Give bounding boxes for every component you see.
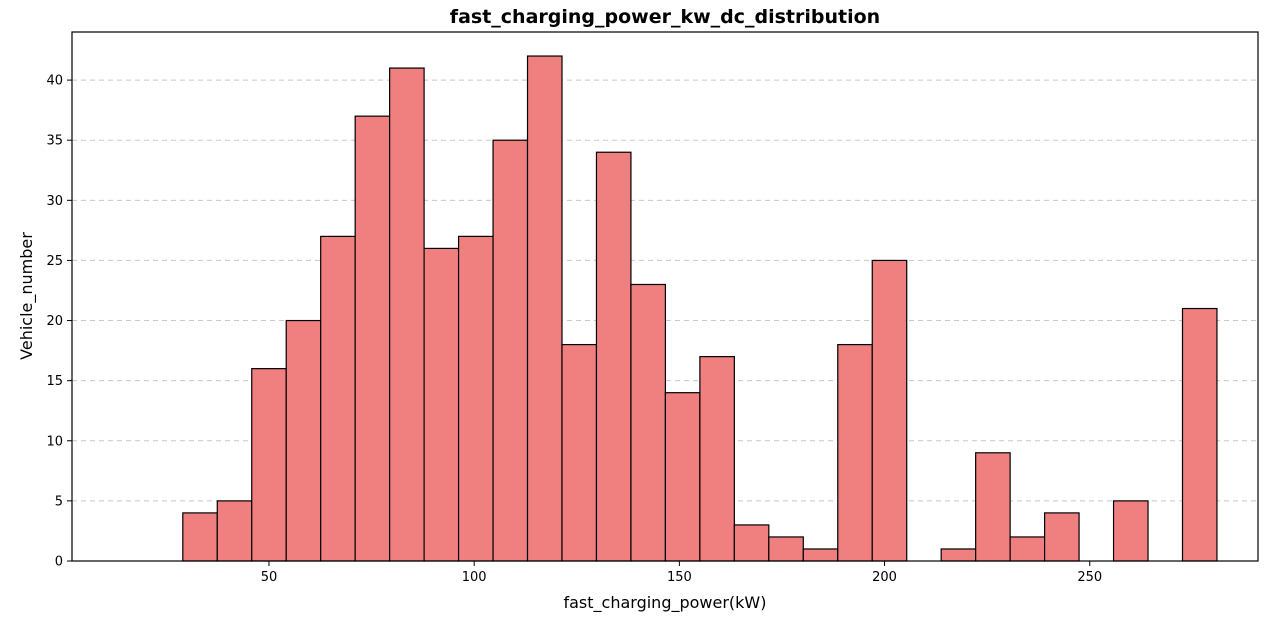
histogram-bar: [182, 512, 218, 562]
y-tick-label: 5: [55, 494, 63, 509]
plot-frame: [71, 31, 1259, 562]
chart-title: fast_charging_power_kw_dc_distribution: [450, 6, 880, 28]
histogram-bar: [457, 235, 494, 562]
histogram-bar: [940, 548, 977, 562]
x-tick-label: 50: [261, 570, 278, 585]
histogram-bar: [526, 55, 563, 562]
x-tick-label: 150: [667, 570, 692, 585]
y-axis-ticks: 0 5 10 15 20 25 30 35 40: [46, 74, 72, 570]
x-tick-label: 200: [872, 570, 897, 585]
histogram-bar: [251, 368, 287, 562]
histogram-bar: [630, 283, 667, 562]
histogram-bar: [1044, 512, 1080, 562]
x-tick-label: 250: [1077, 570, 1102, 585]
histogram-bar: [423, 247, 460, 562]
y-tick-label: 40: [46, 74, 63, 89]
histogram-bar: [389, 67, 425, 562]
histogram-bar: [354, 115, 391, 562]
bars: [182, 55, 1218, 562]
histogram-bar: [768, 536, 804, 562]
histogram-bar: [664, 392, 701, 562]
y-tick-label: 0: [55, 555, 63, 570]
x-tick-label: 100: [462, 570, 487, 585]
histogram-bar: [216, 500, 253, 562]
histogram-bar: [871, 259, 908, 562]
y-tick-label: 35: [46, 134, 63, 149]
histogram-bar: [837, 343, 873, 562]
histogram-bar: [699, 356, 735, 562]
histogram-bar: [320, 235, 356, 562]
y-tick-label: 15: [46, 374, 63, 389]
histogram-bar: [285, 319, 322, 562]
x-axis-ticks: 50 100 150 200 250: [261, 561, 1102, 585]
histogram-bar: [561, 343, 598, 562]
histogram-bar: [1112, 500, 1149, 562]
x-axis-label: fast_charging_power(kW): [563, 593, 766, 613]
histogram-bar: [1181, 307, 1218, 562]
y-tick-label: 10: [46, 434, 63, 449]
histogram-bar: [1009, 536, 1046, 562]
histogram-bar: [802, 548, 839, 562]
y-tick-label: 30: [46, 194, 63, 209]
histogram-bar: [595, 151, 632, 562]
histogram-bar: [975, 452, 1011, 562]
y-axis-label: Vehicle_number: [17, 232, 37, 360]
histogram-bar: [492, 139, 529, 562]
y-tick-label: 25: [46, 254, 63, 269]
histogram-bar: [733, 524, 770, 562]
y-tick-label: 20: [46, 314, 63, 329]
